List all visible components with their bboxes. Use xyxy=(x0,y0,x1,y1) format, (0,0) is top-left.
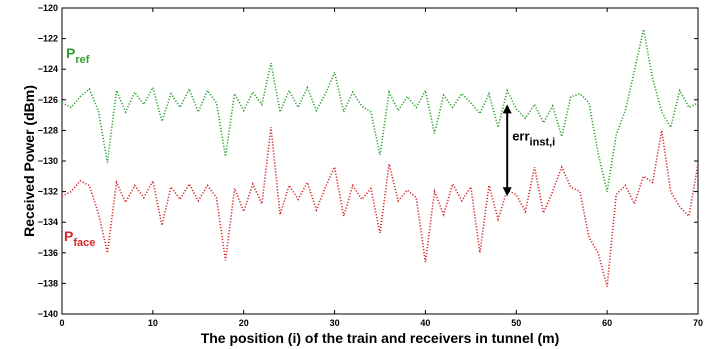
x-tick-label: 20 xyxy=(239,318,249,328)
annotation-layer: errinst,i xyxy=(502,104,555,197)
x-tick-label: 70 xyxy=(693,318,703,328)
ticks-layer: 0 10 20 30 40 50 60 70 −140 −138 −136 −134 −132 −130 −… xyxy=(38,3,703,328)
y-tick-label: −138 xyxy=(38,278,58,288)
series-line-p-ref xyxy=(61,29,699,192)
y-tick-label: −136 xyxy=(38,248,58,258)
series-label-p-face-sub: face xyxy=(73,237,95,249)
y-tick-label: −130 xyxy=(38,156,58,166)
series-layer xyxy=(61,29,699,287)
error-annotation-label: errinst,i xyxy=(512,128,555,148)
series-label-p-face-main: P xyxy=(64,228,73,244)
x-axis-title: The position (i) of the train and receiv… xyxy=(201,330,560,346)
y-tick-label: −128 xyxy=(38,125,58,135)
y-tick-label: −120 xyxy=(38,3,58,13)
error-annotation-sub: inst,i xyxy=(530,136,556,148)
series-label-p-ref-main: P xyxy=(66,45,75,61)
error-arrow-head-top xyxy=(502,104,512,114)
error-annotation-main: err xyxy=(512,128,529,143)
x-tick-label: 60 xyxy=(602,318,612,328)
series-line-p-face xyxy=(61,127,699,287)
y-tick-label: −134 xyxy=(38,217,58,227)
series-label-p-ref: Pref xyxy=(66,45,90,66)
x-tick-label: 30 xyxy=(330,318,340,328)
x-tick-label: 40 xyxy=(420,318,430,328)
series-label-p-ref-sub: ref xyxy=(75,54,89,66)
y-tick-label: −124 xyxy=(38,64,58,74)
series-label-p-face: Pface xyxy=(64,228,95,249)
y-tick-label: −126 xyxy=(38,95,58,105)
plot-area xyxy=(61,7,699,315)
error-arrow-head-bottom xyxy=(502,187,512,197)
y-tick-label: −122 xyxy=(38,34,58,44)
y-tick-label: −140 xyxy=(38,309,58,319)
x-tick-label: 0 xyxy=(59,318,64,328)
x-tick-label: 10 xyxy=(148,318,158,328)
x-tick-label: 50 xyxy=(511,318,521,328)
y-tick-label: −132 xyxy=(38,187,58,197)
y-axis-title: Received Power (dBm) xyxy=(21,85,37,237)
